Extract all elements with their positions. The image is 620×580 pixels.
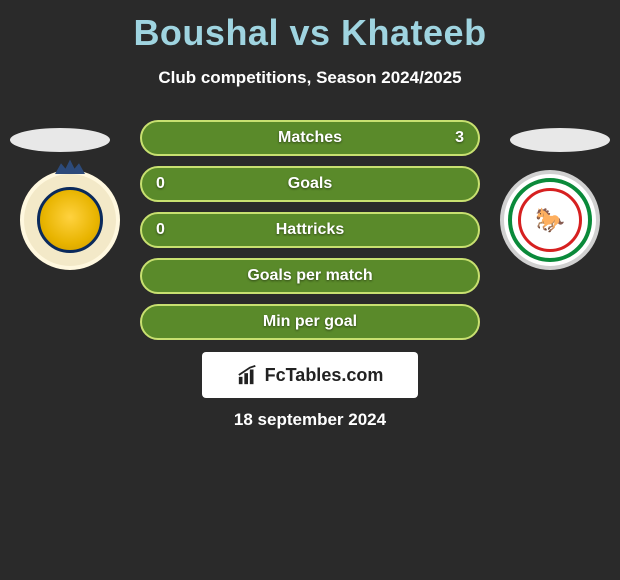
club-crest-right-ring1: 🐎 bbox=[508, 178, 592, 262]
stat-label: Matches bbox=[278, 129, 342, 147]
title-vs: vs bbox=[289, 12, 330, 53]
stat-label: Goals bbox=[288, 175, 332, 193]
stat-row-mpg: Min per goal bbox=[140, 304, 480, 340]
club-crest-right: 🐎 bbox=[500, 170, 600, 270]
player2-shadow bbox=[510, 128, 610, 152]
stat-row-matches: Matches 3 bbox=[140, 120, 480, 156]
chart-icon bbox=[237, 364, 259, 386]
stat-row-goals: 0 Goals bbox=[140, 166, 480, 202]
club-crest-left-inner bbox=[37, 187, 103, 253]
stat-left: 0 bbox=[156, 175, 165, 193]
stat-row-hattricks: 0 Hattricks bbox=[140, 212, 480, 248]
stat-left: 0 bbox=[156, 221, 165, 239]
stats-rows: Matches 3 0 Goals 0 Hattricks Goals per … bbox=[140, 120, 480, 350]
stat-label: Goals per match bbox=[247, 267, 372, 285]
title-player1: Boushal bbox=[133, 12, 279, 53]
horse-icon: 🐎 bbox=[535, 206, 565, 235]
club-crest-left bbox=[20, 170, 120, 270]
club-crest-right-ring2: 🐎 bbox=[518, 188, 582, 252]
page-title: Boushal vs Khateeb bbox=[0, 0, 620, 54]
subtitle: Club competitions, Season 2024/2025 bbox=[0, 68, 620, 88]
stat-row-gpm: Goals per match bbox=[140, 258, 480, 294]
stat-label: Hattricks bbox=[276, 221, 344, 239]
player1-shadow bbox=[10, 128, 110, 152]
date-text: 18 september 2024 bbox=[0, 410, 620, 430]
brand-text: FcTables.com bbox=[265, 365, 384, 386]
crown-icon bbox=[55, 156, 85, 174]
brand-box: FcTables.com bbox=[202, 352, 418, 398]
stat-right: 3 bbox=[455, 129, 464, 147]
title-player2: Khateeb bbox=[341, 12, 487, 53]
stat-label: Min per goal bbox=[263, 313, 357, 331]
